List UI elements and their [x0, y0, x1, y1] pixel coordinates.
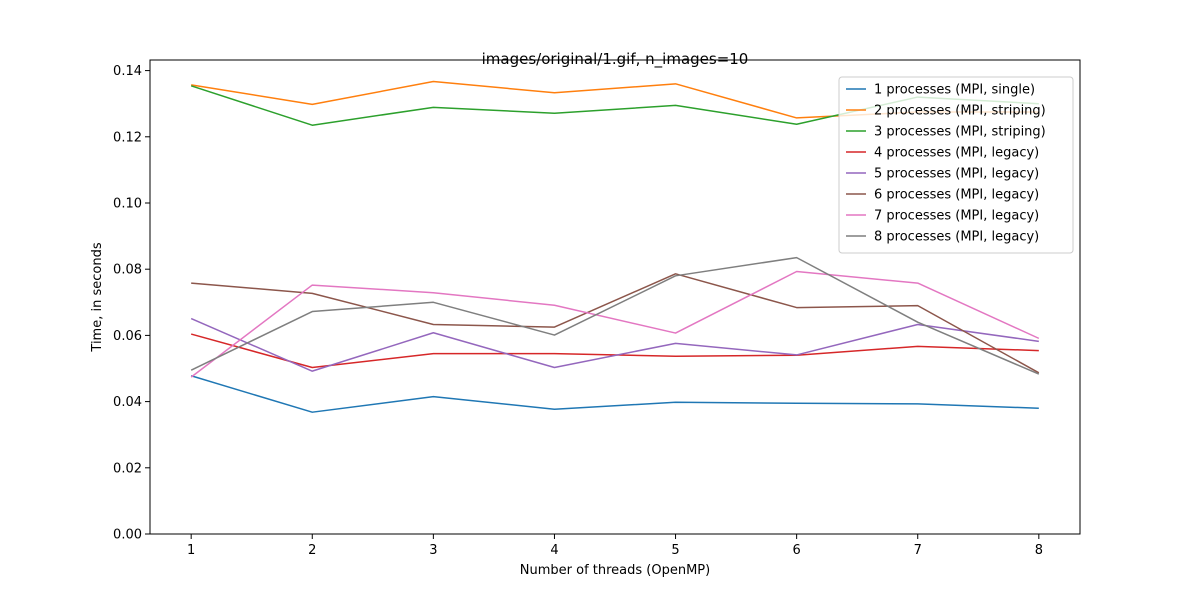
legend-box [838, 76, 1074, 254]
x-tick-label: 3 [429, 543, 437, 558]
y-tick-label: 0.06 [113, 329, 142, 344]
x-tick-label: 1 [187, 543, 195, 558]
x-axis-label: Number of threads (OpenMP) [520, 563, 710, 578]
y-tick-label: 0.00 [113, 528, 142, 543]
legend-entry: 8 processes (MPI, legacy) [874, 230, 1039, 245]
y-tick-label: 0.08 [113, 263, 142, 278]
y-axis-label: Time, in seconds [90, 242, 105, 352]
x-tick-label: 5 [671, 543, 679, 558]
legend-entry: 6 processes (MPI, legacy) [874, 188, 1039, 203]
x-tick-label: 2 [308, 543, 316, 558]
legend-entry: 2 processes (MPI, striping) [874, 104, 1046, 119]
legend: 1 processes (MPI, single) 2 processes (MP… [838, 76, 1074, 254]
series-line-5 [190, 317, 1039, 372]
plot-area [149, 59, 1081, 535]
legend-entry: 3 processes (MPI, striping) [874, 125, 1046, 140]
y-tick-label: 0.04 [113, 395, 142, 410]
x-tick-label: 7 [914, 543, 922, 558]
series-line-6 [191, 273, 1040, 374]
series-line-7 [190, 270, 1040, 378]
legend-entry: 4 processes (MPI, legacy) [874, 146, 1039, 161]
legend-entry: 5 processes (MPI, legacy) [874, 167, 1039, 182]
axes-frame [149, 59, 1081, 535]
y-tick-label: 0.10 [113, 196, 142, 211]
y-tick-label: 0.14 [113, 64, 142, 79]
y-tick-label: 0.02 [113, 461, 142, 476]
series-line-8 [190, 256, 1040, 375]
x-axis: 1 2 3 4 5 6 7 8 [187, 534, 1043, 558]
x-tick-label: 4 [550, 543, 558, 558]
y-tick-label: 0.12 [113, 130, 142, 145]
x-tick-label: 6 [793, 543, 801, 558]
series-line-1 [190, 375, 1039, 413]
x-tick-label: 8 [1035, 543, 1043, 558]
legend-entry: 7 processes (MPI, legacy) [874, 209, 1039, 224]
series-layer [190, 80, 1040, 413]
y-axis: 0.00 0.02 0.04 0.06 0.08 0.10 0.12 0.14 [113, 64, 150, 543]
legend-entry: 1 processes (MPI, single) [874, 83, 1035, 98]
